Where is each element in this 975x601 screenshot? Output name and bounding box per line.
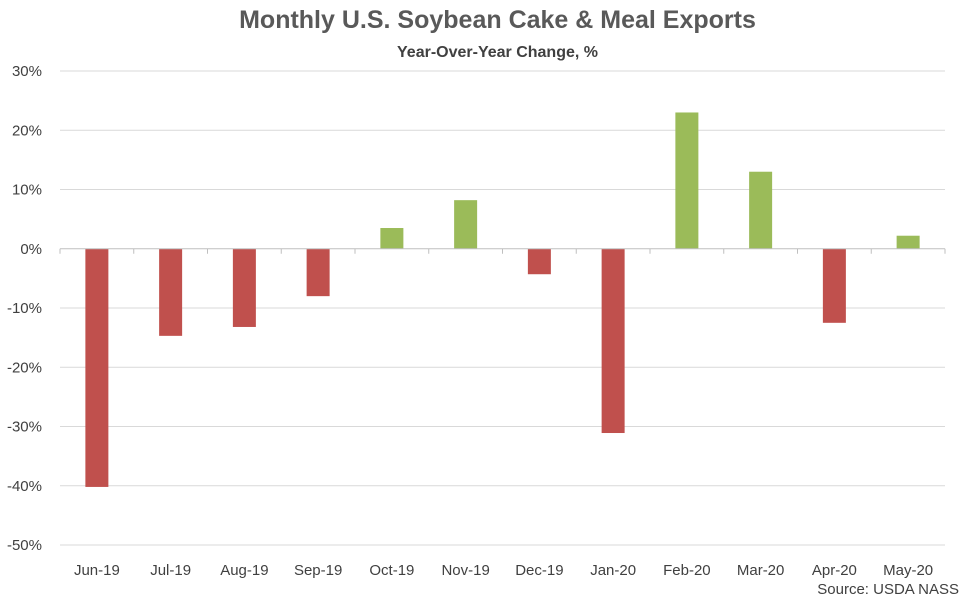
x-tick-label: Mar-20 <box>737 562 785 579</box>
chart-subtitle: Year-Over-Year Change, % <box>397 44 598 61</box>
bar <box>306 248 330 297</box>
bar <box>896 235 920 249</box>
x-tick-label: Dec-19 <box>515 562 563 579</box>
source-note: Source: USDA NASS <box>817 581 959 598</box>
y-tick-label: -20% <box>7 359 42 376</box>
bar <box>527 248 551 275</box>
chart-title: Monthly U.S. Soybean Cake & Meal Exports <box>239 6 756 34</box>
bar <box>380 228 404 249</box>
y-tick-label: -50% <box>7 537 42 554</box>
x-tick-label: Jun-19 <box>74 562 120 579</box>
x-tick-label: Aug-19 <box>220 562 268 579</box>
x-tick-label: Sep-19 <box>294 562 342 579</box>
x-tick-label: Feb-20 <box>663 562 711 579</box>
x-tick-label: Oct-19 <box>369 562 414 579</box>
bar <box>749 171 773 249</box>
y-tick-label: -40% <box>7 478 42 495</box>
y-tick-label: 0% <box>20 241 42 258</box>
bar <box>159 248 183 336</box>
y-tick-label: -10% <box>7 300 42 317</box>
bar <box>454 200 478 249</box>
x-tick-label: Apr-20 <box>812 562 857 579</box>
bar <box>822 248 846 323</box>
y-tick-label: -30% <box>7 419 42 436</box>
y-tick-label: 10% <box>12 182 42 199</box>
x-tick-label: Nov-19 <box>441 562 489 579</box>
y-tick-label: 20% <box>12 122 42 139</box>
x-tick-label: Jan-20 <box>590 562 636 579</box>
bar <box>675 112 699 249</box>
x-tick-label: May-20 <box>883 562 933 579</box>
bar <box>85 248 109 487</box>
y-tick-label: 30% <box>12 63 42 80</box>
bar <box>232 248 256 327</box>
bar <box>601 248 625 434</box>
x-tick-label: Jul-19 <box>150 562 191 579</box>
